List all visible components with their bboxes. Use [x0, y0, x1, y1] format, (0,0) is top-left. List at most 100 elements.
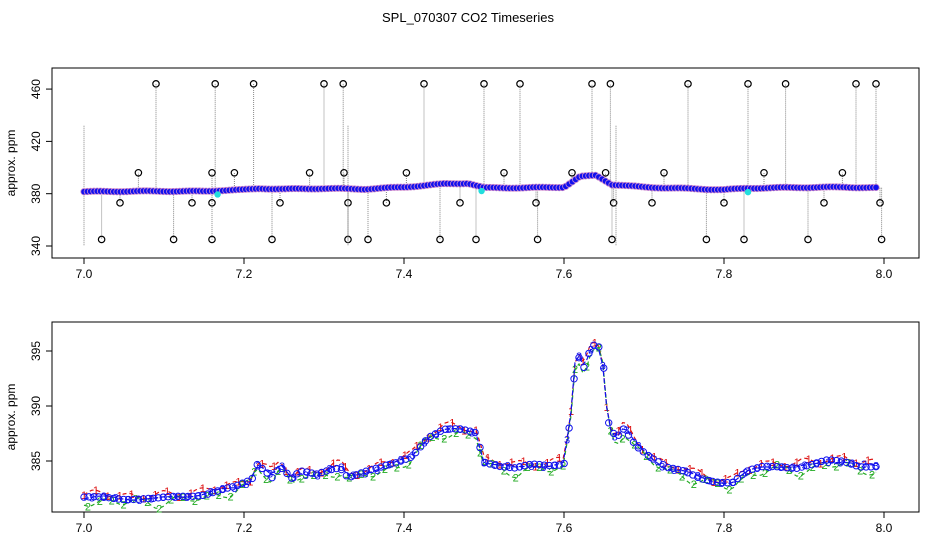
- series-3-point: [446, 425, 454, 433]
- series-3-marker: 3: [231, 483, 237, 495]
- series-3-point: [501, 463, 509, 471]
- top-y-axis-label: approx. ppm: [4, 130, 18, 197]
- series-3-point: [253, 460, 261, 469]
- series-3-point: [763, 462, 771, 471]
- series-3-point: [550, 461, 558, 470]
- series-3-point: [105, 493, 113, 502]
- series-1-marker: 1: [378, 457, 384, 469]
- series-3-point: [228, 483, 237, 491]
- series-3-point: [852, 461, 860, 470]
- series-2-marker: 2: [406, 460, 412, 472]
- bottom-plot-frame: [51, 321, 920, 513]
- series-1-marker: 1: [687, 463, 693, 475]
- series-3-point: [223, 484, 232, 492]
- series-3-point: [164, 493, 172, 501]
- series-3-point: [382, 461, 390, 470]
- series-3-point: [288, 474, 296, 482]
- series-1-marker: 1: [128, 489, 134, 501]
- series-3-point: [506, 463, 514, 472]
- outlier-mid-low-point: [609, 199, 618, 207]
- series-1-marker: 1: [699, 467, 705, 479]
- series-1-marker: 1: [414, 441, 420, 453]
- series-3-point: [773, 462, 781, 471]
- series-1-marker: 1: [330, 458, 336, 470]
- series-3-point: [248, 474, 257, 483]
- series-3-point: [461, 426, 469, 434]
- series-2-marker: 2: [382, 464, 388, 476]
- series-2-marker: 2: [833, 462, 839, 474]
- series-3-marker: 3: [433, 429, 439, 441]
- bottom-x-tick-label: 7.0: [76, 521, 93, 535]
- series-1-marker: 1: [200, 483, 206, 495]
- series-3-point: [184, 492, 192, 501]
- bottom-y-tick-label: 395: [29, 341, 43, 361]
- series-3-marker: 3: [564, 434, 570, 446]
- outlier-mid-high-point: [230, 168, 239, 177]
- series-3-point: [580, 363, 588, 372]
- bottom-x-tick-label: 7.2: [236, 521, 253, 535]
- series-1-marker: 1: [295, 466, 301, 478]
- series-3-marker: 3: [778, 462, 784, 474]
- series-3-marker: 3: [730, 477, 736, 489]
- series-3-point: [699, 475, 707, 483]
- bottom-axes: 7.0 7.2 7.4 7.6 7.8 8.0 385 390 395: [29, 341, 893, 535]
- series-2-marker: 2: [821, 460, 827, 472]
- top-x-tick-label: 8.0: [876, 267, 893, 281]
- series-3-point: [90, 493, 98, 501]
- series-2-marker: 2: [180, 492, 186, 504]
- series-3-point: [491, 461, 499, 470]
- series-3-point: [397, 457, 405, 465]
- series-3-point: [392, 459, 400, 467]
- series-3-point: [515, 463, 524, 471]
- series-1-marker: 1: [580, 356, 586, 368]
- series-3-point: [723, 478, 732, 487]
- series-3-point: [124, 495, 133, 504]
- cyan-point: [744, 188, 752, 196]
- series-1-marker: 1: [117, 491, 123, 503]
- series-3-point: [679, 467, 687, 475]
- series-2-marker: 2: [358, 469, 364, 481]
- series-1-marker: 1: [734, 468, 740, 480]
- outlier-low-point: [97, 235, 106, 244]
- series-2-marker: 2: [168, 494, 174, 506]
- series-3-point: [189, 492, 197, 500]
- outlier-mid-high-point: [208, 168, 216, 177]
- series-3-point: [357, 469, 365, 477]
- series-3-point: [436, 427, 445, 435]
- series-3-point: [674, 465, 682, 474]
- series-3-point: [560, 459, 568, 468]
- series-3-point: [733, 474, 742, 483]
- series-2-marker: 2: [144, 497, 150, 509]
- series-3-point: [713, 478, 722, 486]
- series-3-point: [278, 464, 286, 473]
- series-3-marker: 3: [493, 460, 499, 472]
- series-3-point: [139, 495, 148, 503]
- series-3-point: [372, 464, 380, 472]
- series-2-marker: 2: [121, 499, 127, 511]
- series-2-marker: 2: [346, 472, 352, 484]
- series-3-point: [456, 425, 464, 433]
- series-3-point: [605, 419, 613, 427]
- series-3-point: [258, 464, 266, 473]
- series-1-marker: 1: [81, 490, 87, 502]
- series-3-point: [149, 494, 158, 502]
- series-3-point: [451, 425, 459, 433]
- series-2-marker: 2: [275, 466, 281, 478]
- top-x-tick-label: 7.4: [396, 267, 413, 281]
- cyan-point: [214, 191, 221, 198]
- outlier-mid-high-point: [838, 168, 847, 177]
- series-2-marker: 2: [738, 474, 744, 486]
- bottom-y-tick-label: 390: [29, 396, 43, 416]
- outlier-high-point: [249, 80, 258, 88]
- series-2-marker: 2: [679, 471, 685, 483]
- series-2-marker: 2: [572, 364, 578, 376]
- series-2-marker: 2: [227, 492, 233, 504]
- series-3-point: [110, 494, 118, 503]
- outlier-mid-low-point: [820, 199, 828, 207]
- series-3-point: [421, 437, 430, 445]
- series-3-point: [847, 460, 855, 468]
- series-3-point: [199, 491, 207, 500]
- outlier-low-point: [533, 235, 542, 244]
